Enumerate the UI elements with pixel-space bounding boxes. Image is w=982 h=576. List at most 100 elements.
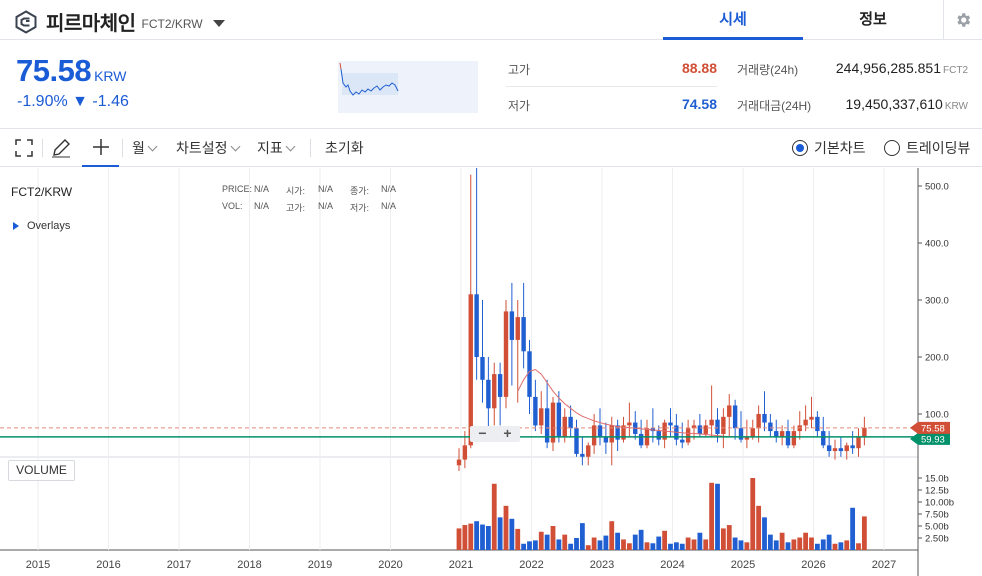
basic-chart-radio[interactable]: 기본차트 [792,129,866,167]
indicators-label: 지표 [257,141,283,157]
current-price-tag: 75.58 [921,423,945,434]
candle-body [591,425,597,446]
divider [310,139,311,157]
x-tick-label: 2024 [660,559,684,571]
amount-unit: KRW [944,101,968,112]
candle-body [574,428,579,454]
x-tick-label: 2021 [449,559,473,571]
candle-body [533,396,538,426]
candle-body [850,445,855,449]
indicators-dropdown[interactable]: 지표 [257,129,296,167]
volume-tick-label: 15.0b [925,474,949,485]
candle-body [668,422,673,426]
candle-body [697,425,703,434]
x-tick-label: 2019 [308,559,332,571]
volume-bar [456,528,462,550]
candle-body [727,405,732,417]
candle-body [815,416,820,432]
legend-close-value: N/A [381,184,397,194]
volume-bar [532,540,538,550]
volume-tick-label: 12.5b [925,486,949,497]
reset-button[interactable]: 초기화 [325,141,364,157]
volume-bar [597,540,603,550]
price-tick-label: 400.0 [925,239,949,250]
chart-toolbar: 월 차트설정 지표 초기화 기본차트 트레이딩뷰 [0,129,982,167]
tradingview-radio[interactable]: 트레이딩뷰 [884,129,970,167]
volume-bar [550,526,556,550]
volume-bar [538,531,544,550]
volume-unit: FCT2 [943,65,968,76]
volume-bar [797,537,803,550]
overlays-toggle[interactable]: Overlays [13,220,70,232]
candle-body [838,448,844,452]
chart-settings-label: 차트설정 [176,141,228,157]
basic-chart-label: 기본차트 [814,141,866,157]
candle-body [862,427,867,437]
candle-body [621,425,626,440]
volume-bar [697,532,703,550]
volume-bar [750,478,756,550]
price-chart[interactable]: 2015 2016 2017 2018 2019 2020 2021 2022 2023 2024… [0,168,982,576]
volume-tick-label: 5.00b [925,522,949,533]
volume-bar [762,517,767,550]
tab-info[interactable]: 정보 [859,10,887,28]
candle-body [544,408,550,443]
price-tick-label: 500.0 [925,182,949,193]
firmachain-logo-icon [15,9,37,34]
coin-selector[interactable]: 피르마체인 FCT2/KRW [14,7,225,36]
draw-button[interactable] [51,129,71,167]
candle-body [468,294,473,446]
crosshair-icon [92,139,109,155]
zoom-out-button[interactable]: − [478,425,487,441]
amount-label: 거래대금(24H) [737,99,812,113]
x-tick-label: 2018 [237,559,261,571]
candle-body [474,294,479,357]
volume-label-button[interactable]: VOLUME [8,460,75,481]
volume-bar [491,483,497,550]
volume-bar [603,535,609,550]
tab-quote[interactable]: 시세 [663,0,803,40]
legend-close-label: 종가: [350,186,370,196]
volume-bar [820,539,826,550]
candle-body [821,431,826,446]
gear-icon [957,13,971,27]
volume-bar [591,537,597,550]
candle-body [556,402,562,437]
triangle-right-icon [13,222,19,230]
divider [506,86,717,87]
candle-body [615,425,620,440]
crosshair-button[interactable] [82,129,119,167]
legend-vol-value: N/A [254,201,270,211]
volume-bar [715,483,720,550]
volume-bar [468,523,474,550]
chevron-down-icon [285,141,296,151]
zoom-in-button[interactable]: + [503,425,512,441]
candle-body [521,317,526,352]
candle-body [597,425,603,437]
caret-down-icon[interactable] [212,19,225,27]
volume-bar [844,540,850,550]
volume-bar [579,523,585,550]
volume-bar [638,529,644,550]
tradingview-label: 트레이딩뷰 [906,141,971,157]
legend-price-label: PRICE: [222,184,253,194]
candle-body [856,436,861,449]
settings-button[interactable] [943,0,982,40]
fullscreen-button[interactable] [15,129,33,167]
volume-bar [544,534,550,550]
price-change: -1.90% ▼ -1.46 [17,93,129,110]
chart-settings-dropdown[interactable]: 차트설정 [176,129,240,167]
low-value: 74.58 [681,96,717,112]
chevron-down-icon [147,141,158,151]
candle-body [803,419,808,426]
volume-bar [656,536,662,550]
period-dropdown[interactable]: 월 [132,129,158,167]
volume-bar [720,528,726,550]
candle-body [774,431,779,437]
candle-body [603,436,609,443]
volume-bar [832,543,838,550]
candle-body [832,448,838,452]
volume-bar [527,541,532,550]
volume-24h: 244,956,285.851 FCT2 [800,60,968,76]
chart-symbol: FCT2/KRW [11,185,73,199]
